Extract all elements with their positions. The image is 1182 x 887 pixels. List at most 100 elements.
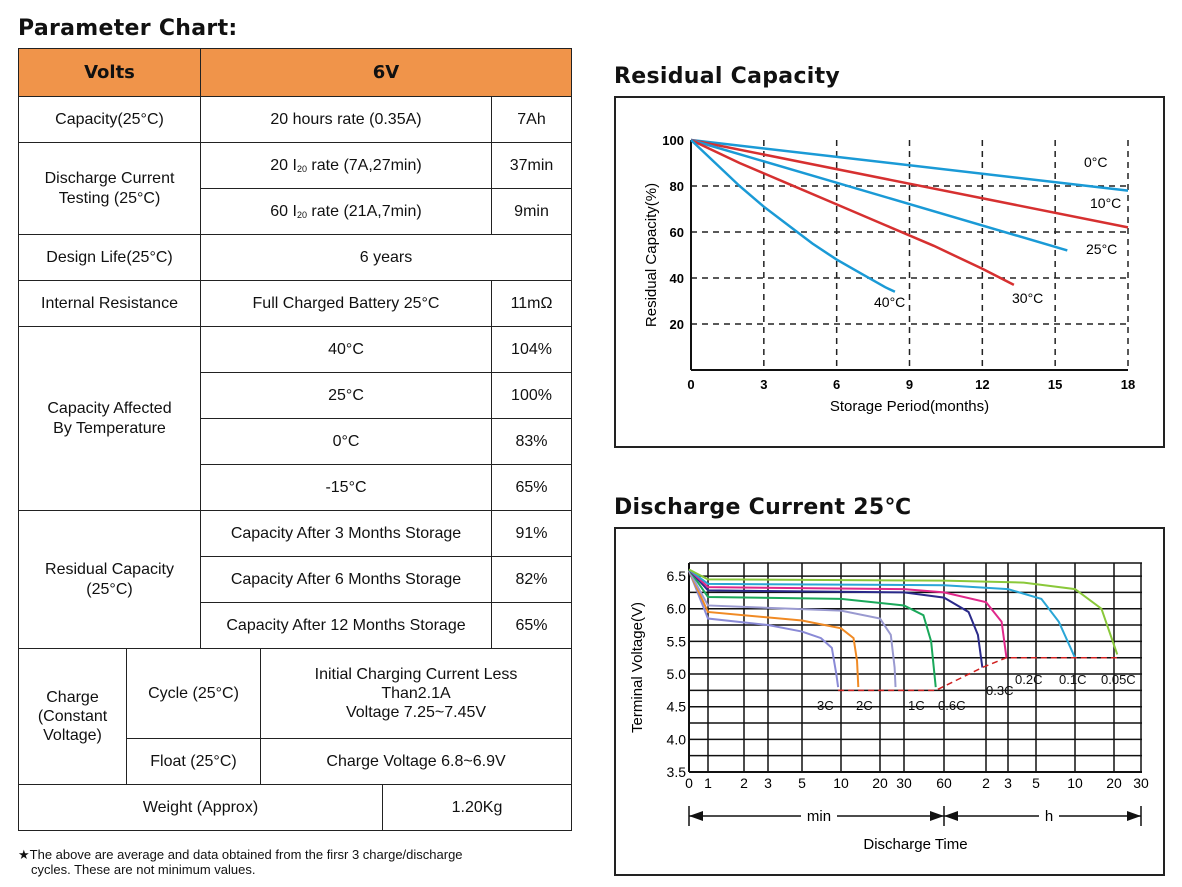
label-line: Residual Capacity xyxy=(45,561,174,579)
y-axis-label: Residual Capacity(%) xyxy=(643,183,660,327)
series-line xyxy=(690,138,1015,287)
temp-condition: -15°C xyxy=(200,464,492,511)
value-line: Than2.1A xyxy=(381,684,451,702)
label-line: Voltage) xyxy=(43,727,102,745)
discharge-value-60: 9min xyxy=(490,188,573,235)
series-label: 30°C xyxy=(1012,290,1043,306)
series-line xyxy=(690,138,1129,192)
x-tick-label: 6 xyxy=(833,377,840,392)
series-line xyxy=(688,568,1119,655)
x-tick-label: 20 xyxy=(872,775,888,791)
y-tick-label: 4.5 xyxy=(667,699,687,715)
parameter-table: Volts 6V Capacity(25°C) 20 hours rate (0… xyxy=(18,48,573,831)
series-line xyxy=(688,568,1008,658)
table-row: 25°C 100% xyxy=(19,372,573,419)
x-tick-label: 10 xyxy=(1067,775,1083,791)
table-row: Residual Capacity (25°C) Capacity After 3… xyxy=(18,510,573,649)
table-row: 60 I20 rate (21A,7min) 9min xyxy=(19,188,573,235)
y-tick-label: 80 xyxy=(670,179,684,194)
table-row: Charge (Constant Voltage) Cycle (25°C) Ini… xyxy=(18,648,573,785)
residual-value: 65% xyxy=(490,602,573,649)
discharge-value-20: 37min xyxy=(490,142,573,189)
x-tick-label: 0 xyxy=(685,775,693,791)
discharge-chart-title: Discharge Current 25℃ xyxy=(614,495,912,520)
series-line xyxy=(688,570,897,688)
capacity-value: 7Ah xyxy=(490,96,573,143)
rate-text: 20 I xyxy=(270,156,297,174)
footnote-line: cycles. These are not minimum values. xyxy=(31,862,256,877)
y-tick-label: 100 xyxy=(662,133,684,148)
capacity-label: Capacity(25°C) xyxy=(18,96,201,143)
table-row: Capacity After 6 Months Storage 82% xyxy=(19,556,573,603)
series-label: 0.1C xyxy=(1059,672,1086,687)
internal-resistance-label: Internal Resistance xyxy=(18,280,201,327)
residual-chart-title: Residual Capacity xyxy=(614,64,841,89)
residual-label: Residual Capacity (25°C) xyxy=(18,510,201,649)
x-tick-label: 3 xyxy=(760,377,767,392)
series-line xyxy=(690,138,1068,252)
y-tick-label: 60 xyxy=(670,225,684,240)
x-tick-label: 2 xyxy=(740,775,748,791)
footnote-line: ★The above are average and data obtained… xyxy=(18,847,463,862)
discharge-chart-frame: 6.5 6.0 5.5 5.0 4.5 4.0 3.5 0 1 2 3 5 10 20 30 60 2 3 5 10 2… xyxy=(614,527,1165,876)
volts-header: Volts xyxy=(18,48,201,97)
x-tick-label: 30 xyxy=(1133,775,1149,791)
discharge-rate-60: 60 I20 rate (21A,7min) xyxy=(200,188,492,235)
temp-value: 65% xyxy=(490,464,573,511)
discharge-chart: 6.56.05.55.04.54.03.50 1 2 3 5 10 20 30 60 2 3 5 10 2… xyxy=(629,562,1149,853)
value-line: Initial Charging Current Less xyxy=(314,665,518,683)
temp-condition: 25°C xyxy=(200,372,492,419)
design-life-value: 6 years xyxy=(199,234,573,281)
discharge-rate-20: 20 I20 rate (7A,27min) xyxy=(200,142,492,189)
x-tick-label: 2 xyxy=(982,775,990,791)
min-range-label: min xyxy=(807,808,831,825)
x-tick-label: 1 xyxy=(704,775,712,791)
charge-label: Charge (Constant Voltage) xyxy=(18,648,127,785)
series-label: 1C xyxy=(908,698,925,713)
x-tick-label: 30 xyxy=(896,775,912,791)
label-line: (25°C) xyxy=(86,580,133,598)
series-label: 0.6C xyxy=(938,698,965,713)
x-tick-label: 3 xyxy=(1004,775,1012,791)
cutoff-line xyxy=(838,656,1118,692)
label-line: Discharge Current xyxy=(44,170,175,188)
x-tick-label: 5 xyxy=(798,775,806,791)
x-tick-label: 60 xyxy=(936,775,952,791)
series-line xyxy=(688,570,840,688)
y-tick-label: 5.0 xyxy=(667,666,687,682)
rate-subscript: 20 xyxy=(296,163,307,174)
capacity-desc: 20 hours rate (0.35A) xyxy=(200,96,492,143)
series-label: 10°C xyxy=(1090,195,1121,211)
residual-condition: Capacity After 12 Months Storage xyxy=(200,602,492,649)
series-line xyxy=(690,139,896,293)
table-row: Internal Resistance Full Charged Battery… xyxy=(18,280,573,327)
footnote: ★The above are average and data obtained… xyxy=(18,847,578,877)
table-row: Capacity(25°C) 20 hours rate (0.35A) 7Ah xyxy=(18,96,573,143)
temperature-label: Capacity Affected By Temperature xyxy=(18,326,201,511)
rate-text: rate (7A,27min) xyxy=(306,156,422,174)
label-line: (Constant xyxy=(37,707,108,725)
table-row: Discharge Current Testing (25°C) 20 I20 r… xyxy=(18,142,573,235)
rate-text: rate (21A,7min) xyxy=(306,202,422,220)
x-tick-label: 3 xyxy=(764,775,772,791)
table-row: Capacity Affected By Temperature 40°C 104… xyxy=(18,326,573,511)
series-label: 25°C xyxy=(1086,241,1117,257)
series-line xyxy=(688,568,984,668)
y-tick-label: 4.0 xyxy=(667,731,687,747)
arrow-head xyxy=(1127,811,1141,821)
residual-value: 82% xyxy=(490,556,573,603)
temp-value: 83% xyxy=(490,418,573,465)
y-tick-label: 40 xyxy=(670,271,684,286)
temp-value: 100% xyxy=(490,372,573,419)
y-tick-label: 5.5 xyxy=(667,633,687,649)
y-tick-label: 6.5 xyxy=(667,568,687,584)
internal-resistance-desc: Full Charged Battery 25°C xyxy=(200,280,492,327)
table-row: 0°C 83% xyxy=(19,418,573,465)
series-label: 0.2C xyxy=(1015,672,1042,687)
discharge-current-label: Discharge Current Testing (25°C) xyxy=(18,142,201,235)
x-axis-label: Discharge Time xyxy=(863,836,967,853)
rate-subscript: 20 xyxy=(296,209,307,220)
series-line xyxy=(688,568,937,688)
cycle-value: Initial Charging Current Less Than2.1A Vol… xyxy=(259,648,573,739)
x-tick-label: 10 xyxy=(833,775,849,791)
